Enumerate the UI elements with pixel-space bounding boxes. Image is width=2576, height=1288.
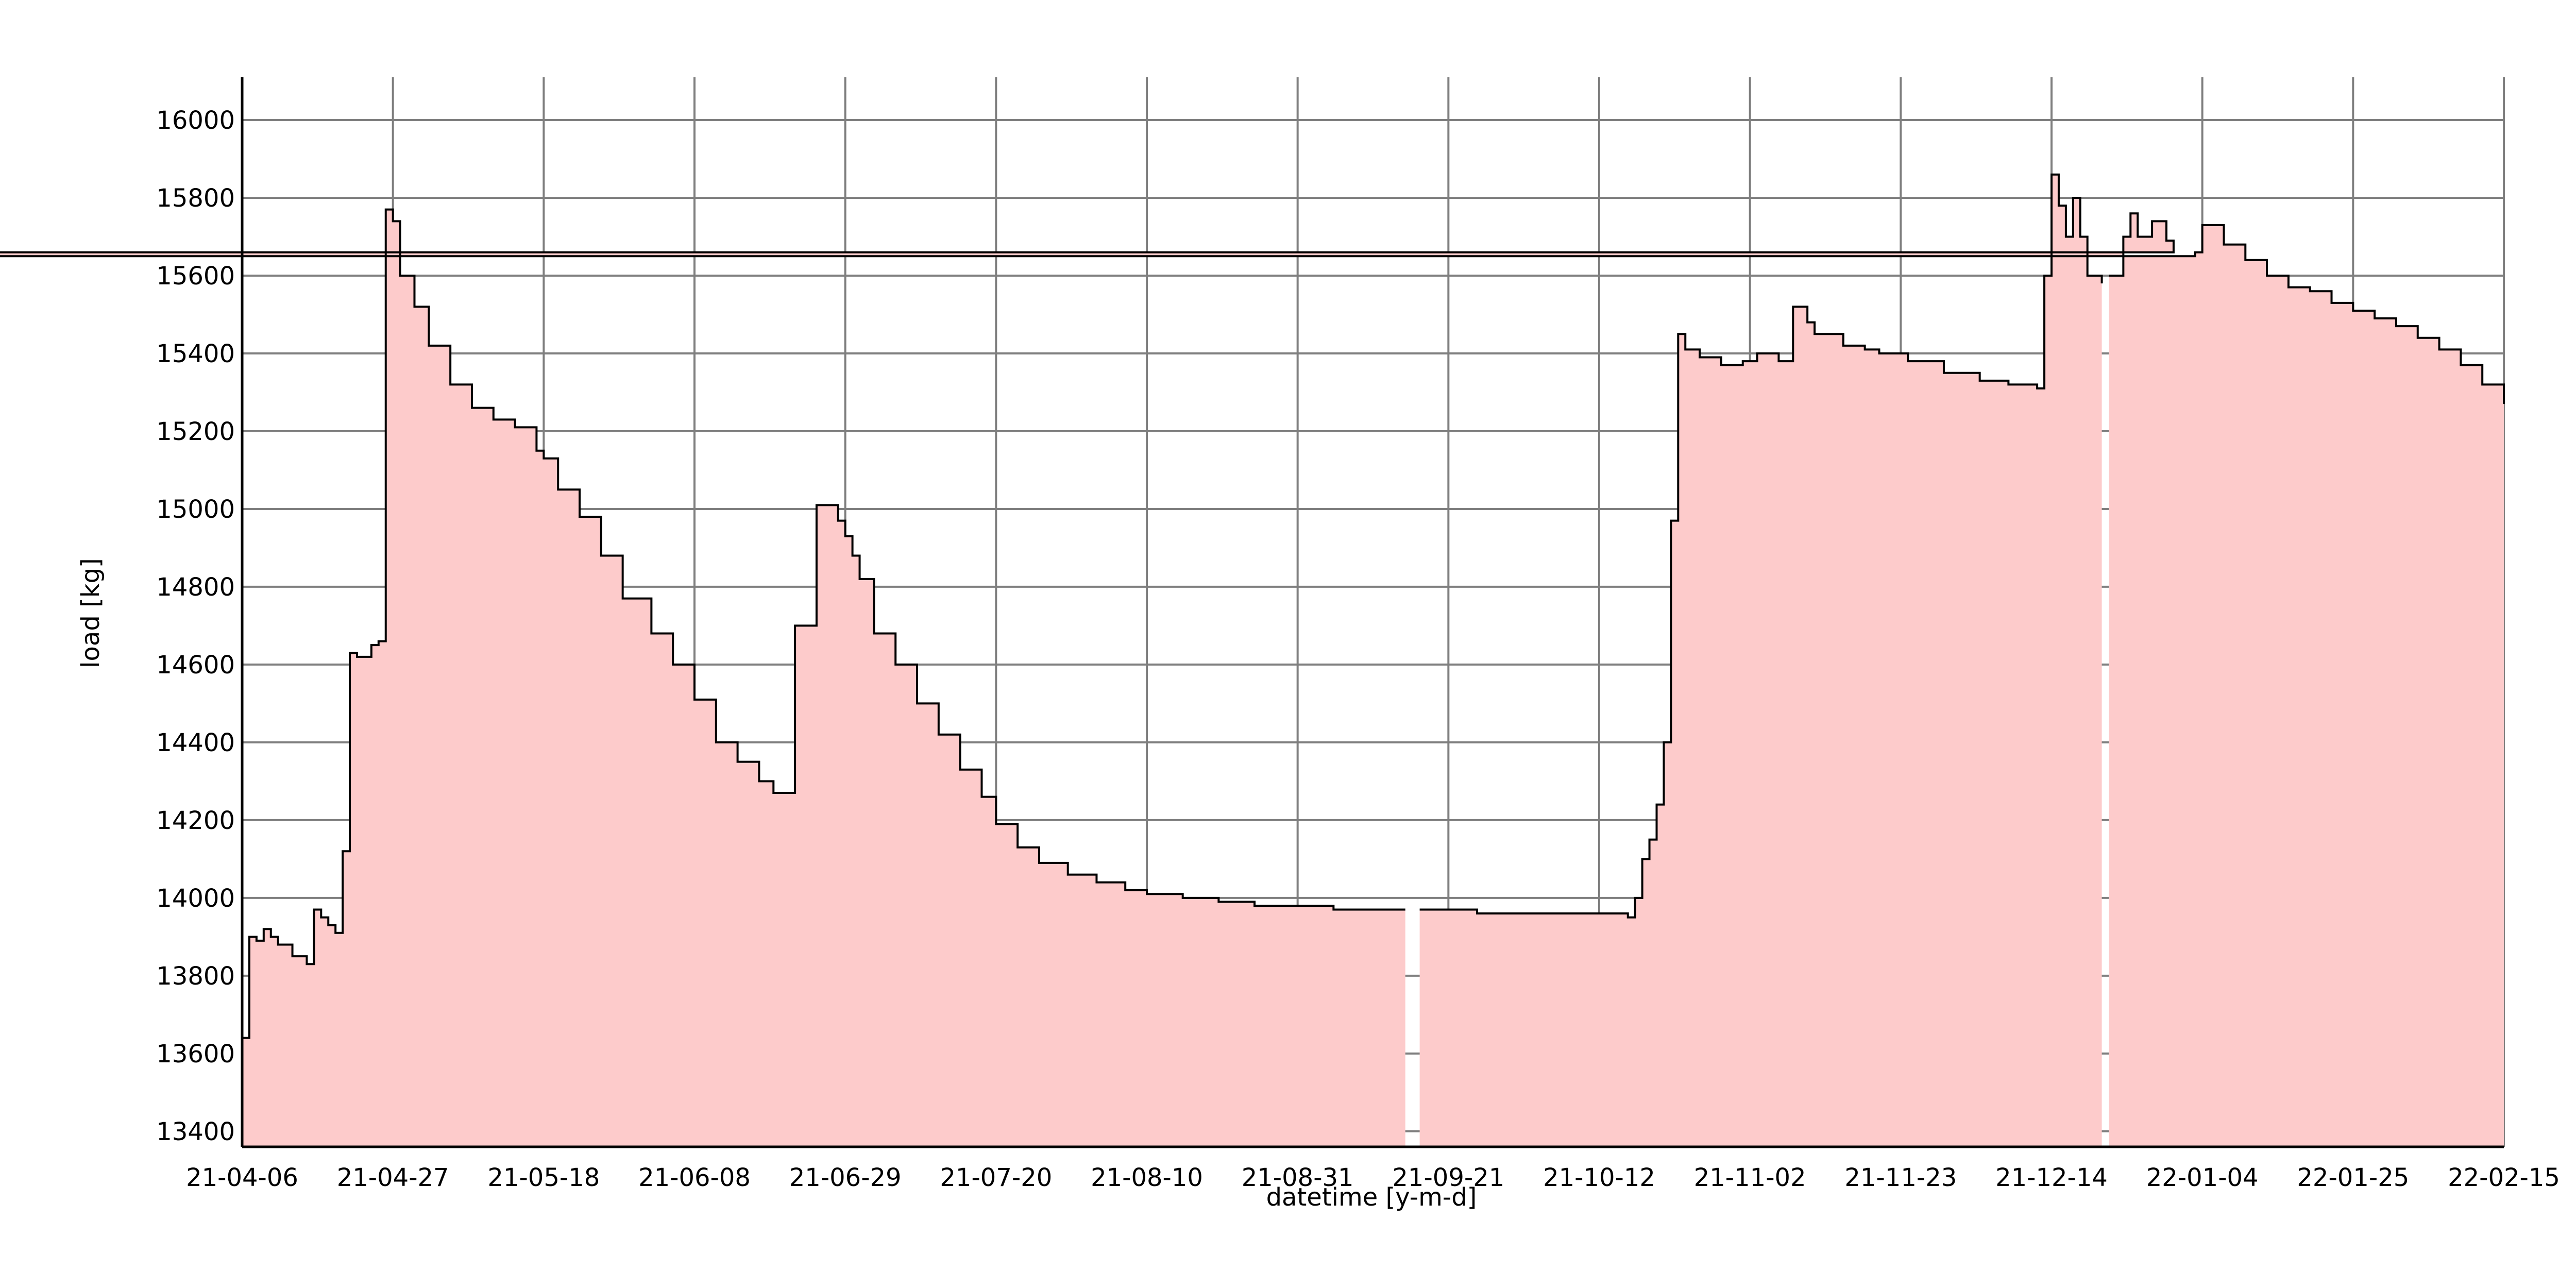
x-tick-label: 21-11-02 bbox=[1694, 1163, 1806, 1192]
x-tick-label: 21-09-21 bbox=[1392, 1163, 1504, 1192]
series-line bbox=[0, 212, 2505, 404]
y-tick-labels: 13400 13600 13800 14000 14200 14400 14600 14800… bbox=[156, 106, 235, 1146]
y-tick-label: 15600 bbox=[156, 262, 235, 291]
series-line bbox=[242, 208, 1405, 1039]
y-tick-label: 15200 bbox=[156, 417, 235, 446]
x-tick-label: 21-07-20 bbox=[940, 1163, 1052, 1192]
x-tick-labels: 21-04-06 21-04-27 21-05-18 21-06-08 21-06-29… bbox=[186, 1163, 2560, 1192]
x-tick-label: 22-01-04 bbox=[2146, 1163, 2259, 1192]
y-tick-label: 14800 bbox=[156, 573, 235, 602]
x-tick-label: 21-04-06 bbox=[186, 1163, 298, 1192]
x-tick-label: 21-08-31 bbox=[1242, 1163, 1354, 1192]
area-fill bbox=[1419, 174, 2102, 1147]
area-fill bbox=[242, 209, 1405, 1147]
y-tick-label: 15800 bbox=[156, 184, 235, 213]
x-tick-label: 21-06-08 bbox=[638, 1163, 751, 1192]
y-tick-label: 15000 bbox=[156, 495, 235, 524]
y-tick-label: 14000 bbox=[156, 884, 235, 913]
x-tick-label: 21-08-10 bbox=[1091, 1163, 1203, 1192]
x-axis-label: datetime [y-m-d] bbox=[1266, 1183, 1477, 1212]
x-tick-label: 21-12-14 bbox=[1995, 1163, 2108, 1192]
series-lines bbox=[0, 173, 2505, 1039]
y-tick-label: 16000 bbox=[156, 106, 235, 135]
x-tick-label: 22-01-25 bbox=[2297, 1163, 2409, 1192]
y-tick-label: 13400 bbox=[156, 1117, 235, 1146]
area-fill bbox=[0, 213, 2504, 1147]
y-tick-label: 14600 bbox=[156, 651, 235, 680]
y-axis-label: load [kg] bbox=[76, 558, 105, 668]
y-tick-label: 14200 bbox=[156, 806, 235, 835]
y-tick-label: 14400 bbox=[156, 728, 235, 757]
x-tick-label: 21-05-18 bbox=[487, 1163, 600, 1192]
area-fills bbox=[0, 174, 2504, 1147]
x-tick-label: 21-04-27 bbox=[337, 1163, 449, 1192]
y-tick-label: 13800 bbox=[156, 962, 235, 991]
series-line bbox=[1419, 173, 2103, 919]
x-tick-label: 21-11-23 bbox=[1844, 1163, 1957, 1192]
axes bbox=[241, 77, 2504, 1148]
y-tick-label: 15400 bbox=[156, 340, 235, 368]
x-tick-label: 21-10-12 bbox=[1543, 1163, 1655, 1192]
y-tick-label: 13600 bbox=[156, 1040, 235, 1069]
x-tick-label: 22-02-15 bbox=[2448, 1163, 2560, 1192]
x-tick-label: 21-06-29 bbox=[789, 1163, 902, 1192]
